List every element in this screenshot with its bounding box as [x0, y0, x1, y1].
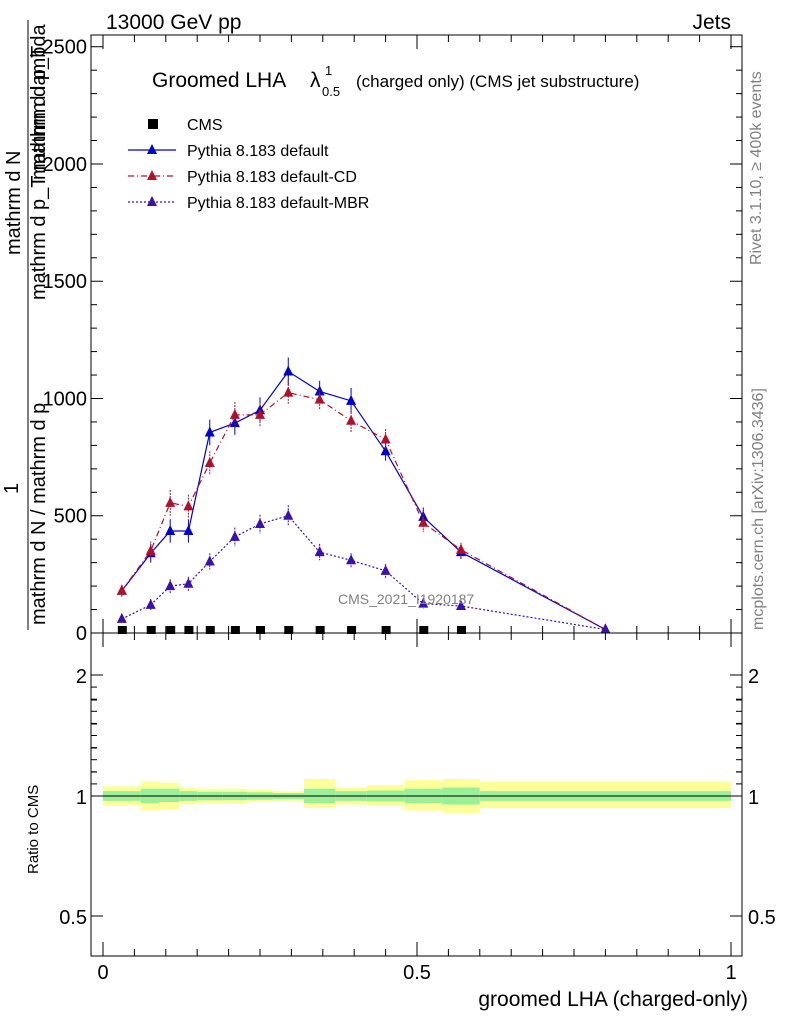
ratio-tick-label-right: 2 — [748, 666, 759, 688]
title-symbol: λ — [310, 69, 321, 92]
cms-data-point — [230, 626, 240, 634]
legend-marker — [147, 170, 157, 180]
header-jets: Jets — [692, 11, 731, 34]
title-superscript: 1 — [325, 63, 332, 78]
title-subscript: 0.5 — [322, 84, 340, 99]
data-point-marker — [314, 546, 325, 557]
data-point-marker — [346, 554, 357, 565]
data-point-marker — [204, 426, 215, 437]
main-plot: 0 500 1000 1500 2000 2500 — [43, 34, 743, 645]
cms-data-point — [315, 626, 325, 634]
cms-data-point — [381, 626, 391, 634]
y-tick-label: 0 — [76, 623, 87, 645]
cms-data-point — [184, 626, 194, 634]
data-point-marker — [183, 524, 194, 535]
data-point-marker — [229, 408, 240, 419]
legend-label: Pythia 8.183 default-MBR — [187, 195, 369, 212]
data-point-marker — [346, 414, 357, 425]
data-point-marker — [255, 408, 265, 419]
y-tick-label: 1500 — [43, 271, 88, 293]
data-point-marker — [145, 544, 156, 555]
data-point-marker — [455, 543, 466, 554]
cms-data-point — [117, 626, 127, 634]
data-point-marker — [183, 500, 194, 511]
data-point-marker — [314, 393, 325, 404]
x-tick-label: 0.5 — [403, 962, 431, 984]
y-label-one: 1 — [1, 483, 23, 494]
y-label-lambda: mathrm d lambda — [28, 24, 50, 180]
data-point-marker — [116, 612, 127, 623]
ratio-tick-label: 2 — [76, 666, 87, 688]
data-point-marker — [418, 516, 429, 527]
legend-cms-marker — [148, 119, 158, 129]
title-main: Groomed LHA — [152, 69, 286, 92]
y-label-dN: mathrm d N — [3, 151, 25, 255]
data-point-marker — [145, 598, 156, 609]
y-tick-label: 1000 — [43, 388, 88, 410]
ratio-tick-label-right: 0.5 — [748, 907, 776, 929]
legend-cms-label: CMS — [187, 117, 223, 134]
data-point-marker — [165, 496, 176, 507]
cms-data-point — [166, 626, 176, 634]
legend-label: Pythia 8.183 default — [187, 143, 329, 160]
cms-data-point — [456, 626, 466, 634]
y-label-pt: mathrm d p_T mathrm d p_T — [28, 46, 50, 300]
cms-data-point — [256, 626, 265, 634]
ratio-y-label: Ratio to CMS — [25, 785, 42, 874]
legend-marker — [147, 196, 157, 206]
cms-data-point — [205, 626, 215, 634]
legend-marker — [147, 144, 157, 154]
cms-data-point — [146, 626, 156, 634]
x-axis-label: groomed LHA (charged-only) — [478, 988, 748, 1011]
data-point-marker — [204, 456, 215, 467]
legend-label: Pythia 8.183 default-CD — [187, 169, 357, 186]
data-point-marker — [204, 555, 215, 566]
ratio-tick-label-right: 1 — [748, 787, 759, 809]
data-point-marker — [600, 623, 611, 634]
ratio-tick-label: 1 — [76, 787, 87, 809]
mcplots-citation: mcplots.cern.ch [arXiv:1306.3436] — [750, 388, 767, 630]
ratio-inner-band — [159, 788, 180, 803]
y-tick-label: 2500 — [43, 37, 88, 59]
data-point-marker — [418, 510, 429, 521]
title-suffix: (charged only) (CMS jet substructure) — [356, 72, 639, 91]
data-point-marker — [283, 365, 294, 376]
cms-data-point — [419, 626, 429, 634]
series-line — [121, 515, 606, 631]
data-point-marker — [165, 580, 176, 591]
legend: CMS Pythia 8.183 default Pythia 8.183 def… — [128, 117, 369, 212]
y-axis-label: mathrm d N / mathrm d p mathrm d N 1 mat… — [1, 20, 50, 630]
data-point-marker — [418, 597, 429, 608]
data-point-marker — [455, 600, 466, 611]
data-point-marker — [165, 524, 176, 535]
header-energy: 13000 GeV pp — [106, 11, 241, 34]
y-label-denominator: mathrm d N / mathrm d p — [28, 403, 50, 625]
data-point-marker — [229, 530, 240, 541]
data-point-marker — [283, 386, 294, 397]
ratio-plot: 0.5 0.5 1 1 2 2 0 0.5 1 Ratio to CMS — [25, 632, 776, 984]
data-point-marker — [183, 577, 194, 588]
cms-data-point — [347, 626, 357, 634]
x-tick-label: 1 — [725, 962, 736, 984]
data-point-marker — [380, 433, 391, 444]
plot-title: Groomed LHA λ 1 0.5 (charged only) (CMS … — [152, 63, 639, 99]
x-tick-label: 0 — [97, 962, 108, 984]
y-tick-label: 2000 — [43, 154, 88, 176]
data-point-marker — [229, 417, 240, 428]
data-point-marker — [116, 584, 127, 595]
data-point-marker — [380, 445, 391, 456]
rivet-version: Rivet 3.1.10, ≥ 400k events — [748, 71, 765, 265]
series-line — [121, 370, 606, 631]
data-point-marker — [283, 509, 294, 520]
y-tick-label: 500 — [54, 506, 87, 528]
data-point-marker — [255, 517, 265, 528]
cms-data-point — [284, 626, 294, 634]
analysis-id: CMS_2021_I1920187 — [338, 591, 474, 607]
ratio-tick-label: 0.5 — [59, 907, 87, 929]
data-point-marker — [380, 564, 391, 575]
data-point-marker — [346, 394, 357, 405]
